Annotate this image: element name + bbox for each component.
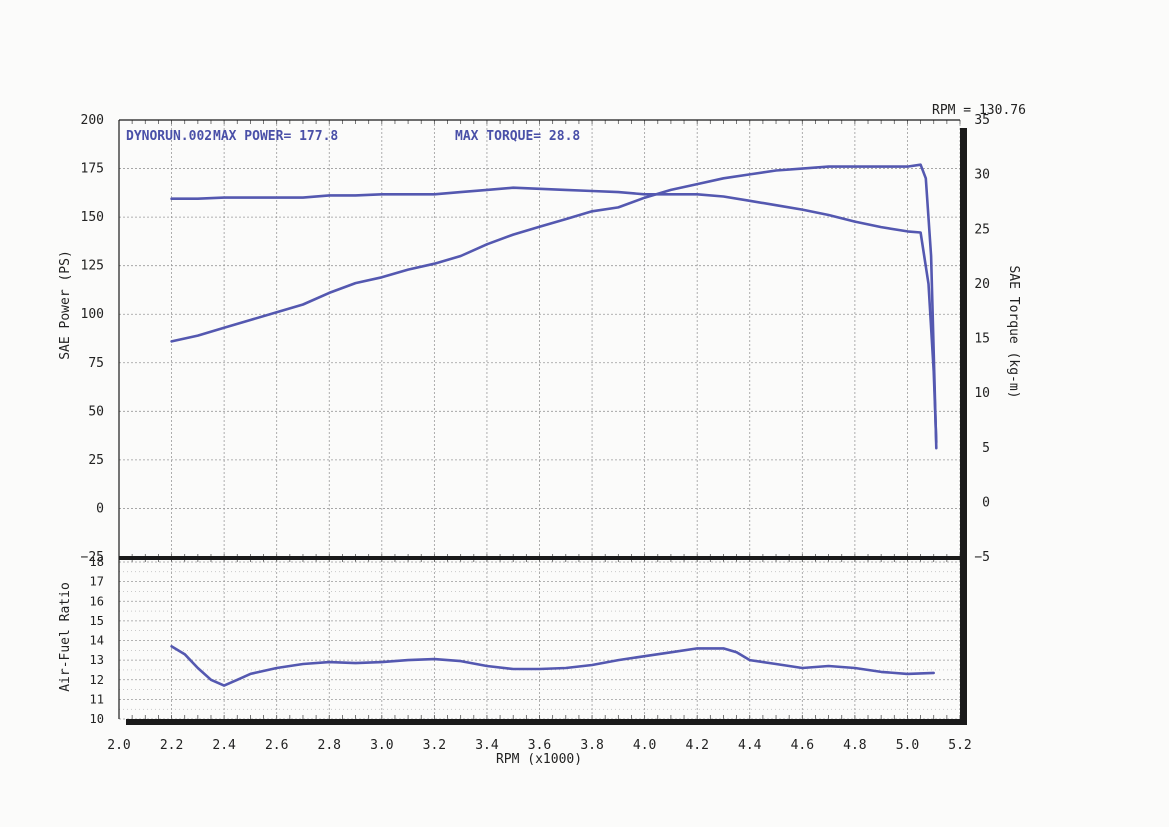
afr-tick-label: 13 bbox=[90, 653, 104, 667]
afr-tick-label: 15 bbox=[90, 614, 104, 628]
afr-axis-label: Air-Fuel Ratio bbox=[58, 582, 73, 692]
torque-axis-label: SAE Torque (kg-m) bbox=[1006, 265, 1021, 398]
power-tick-label: 50 bbox=[88, 404, 104, 419]
x-tick-label: 3.4 bbox=[475, 738, 499, 753]
x-tick-label: 5.0 bbox=[896, 738, 919, 753]
x-tick-label: 3.2 bbox=[423, 738, 446, 753]
torque-tick-label: 35 bbox=[974, 113, 990, 128]
power-tick-label: 25 bbox=[88, 453, 104, 468]
torque-curve bbox=[170, 186, 938, 444]
power-tick-label: 175 bbox=[81, 162, 104, 177]
x-tick-label: 2.0 bbox=[107, 738, 130, 753]
x-tick-label: 2.8 bbox=[318, 738, 341, 753]
x-tick-label: 4.6 bbox=[791, 738, 814, 753]
x-tick-label: 2.6 bbox=[265, 738, 288, 753]
x-tick-label: 3.0 bbox=[370, 738, 393, 753]
frame-bottom-bar bbox=[126, 719, 967, 725]
torque-tick-label: 5 bbox=[982, 441, 990, 456]
torque-tick-label: −5 bbox=[974, 550, 990, 565]
afr-tick-label: 10 bbox=[90, 712, 104, 726]
panel-divider bbox=[119, 556, 960, 560]
torque-tick-label: 20 bbox=[974, 277, 990, 292]
afr-tick-label: 14 bbox=[90, 634, 104, 648]
x-tick-label: 4.8 bbox=[843, 738, 866, 753]
torque-tick-label: 25 bbox=[974, 222, 990, 237]
afr-tick-label: 12 bbox=[90, 673, 104, 687]
power-tick-label: −25 bbox=[81, 550, 104, 565]
afr-tick-label: 11 bbox=[90, 692, 104, 706]
x-tick-label: 4.0 bbox=[633, 738, 656, 753]
torque-tick-label: 30 bbox=[974, 168, 990, 183]
chart-frame bbox=[118, 119, 967, 725]
torque-tick-label: 10 bbox=[974, 386, 990, 401]
run-name: DYNORUN.002 bbox=[126, 129, 212, 144]
power-tick-label: 75 bbox=[88, 356, 104, 371]
afr-tick-label: 18 bbox=[90, 555, 104, 569]
afr-tick-label: 17 bbox=[90, 575, 104, 589]
x-tick-label: 2.2 bbox=[160, 738, 183, 753]
x-tick-label: 3.8 bbox=[580, 738, 603, 753]
afr-tick-label: 16 bbox=[90, 594, 104, 608]
torque-tick-label: 15 bbox=[974, 332, 990, 347]
torque-tick-label: 0 bbox=[982, 495, 990, 510]
x-tick-label: 4.4 bbox=[738, 738, 762, 753]
power-tick-label: 150 bbox=[81, 210, 104, 225]
power-tick-label: 100 bbox=[81, 307, 104, 322]
x-tick-label: 2.4 bbox=[212, 738, 236, 753]
tick-labels: 2.0 2.2 2.4 2.6 2.8 3.0 3.2 3.4 3.6 3.8 4.0 4.2 4.4 4… bbox=[81, 113, 990, 753]
power-tick-label: 0 bbox=[96, 501, 104, 516]
max-power-label: MAX POWER= 177.8 bbox=[213, 129, 338, 144]
rpm-readout: RPM = 130.76 bbox=[932, 103, 1026, 118]
x-tick-label: 4.2 bbox=[685, 738, 708, 753]
x-tick-label: 3.6 bbox=[528, 738, 551, 753]
afr-curve bbox=[170, 645, 936, 687]
power-tick-label: 200 bbox=[81, 113, 104, 128]
x-tick-label: 5.2 bbox=[948, 738, 971, 753]
series-lines bbox=[170, 163, 938, 687]
power-curve bbox=[170, 163, 938, 450]
max-torque-label: MAX TORQUE= 28.8 bbox=[455, 129, 580, 144]
power-axis-label: SAE Power (PS) bbox=[58, 250, 73, 360]
power-tick-label: 125 bbox=[81, 259, 104, 274]
frame-right-bar bbox=[960, 128, 967, 725]
x-axis-label: RPM (x1000) bbox=[496, 752, 582, 767]
